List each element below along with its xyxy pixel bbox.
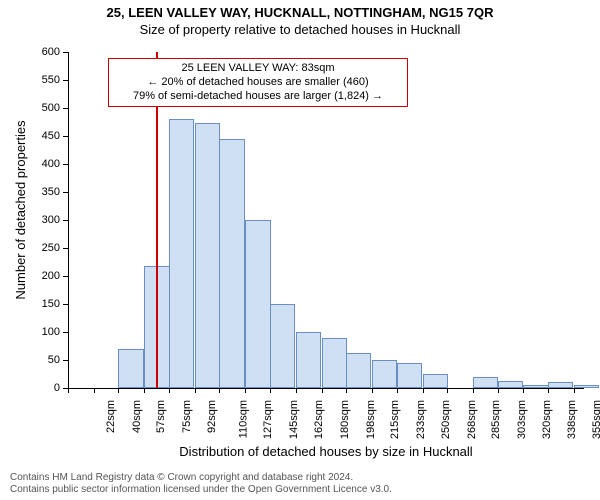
x-tick-label: 57sqm [155, 400, 167, 433]
histogram-bar [574, 385, 599, 388]
chart-title: 25, LEEN VALLEY WAY, HUCKNALL, NOTTINGHA… [0, 0, 600, 21]
x-tick-label: 355sqm [591, 400, 600, 439]
x-tick-label: 268sqm [466, 400, 478, 439]
histogram-bar [296, 332, 321, 388]
x-tick-label: 127sqm [262, 400, 274, 439]
y-tick-label: 250 [30, 242, 60, 254]
y-tick-label: 450 [30, 130, 60, 142]
histogram-bar [270, 304, 295, 388]
x-tick-label: 75sqm [181, 400, 193, 433]
histogram-bar [423, 374, 448, 388]
x-tick-label: 233sqm [415, 400, 427, 439]
chart-footer: Contains HM Land Registry data © Crown c… [0, 472, 392, 496]
histogram-bar [322, 338, 347, 388]
x-tick-label: 285sqm [490, 400, 502, 439]
histogram-bar [219, 139, 244, 388]
x-tick-label: 198sqm [365, 400, 377, 439]
y-axis-title: Number of detached properties [13, 100, 28, 320]
y-tick-label: 200 [30, 270, 60, 282]
x-tick-label: 22sqm [105, 400, 117, 433]
histogram-bar [548, 382, 573, 388]
x-tick-label: 303sqm [516, 400, 528, 439]
footer-line-1: Contains HM Land Registry data © Crown c… [10, 472, 392, 484]
histogram-bar [169, 119, 194, 388]
histogram-bar [118, 349, 143, 388]
histogram-bar [195, 123, 220, 388]
histogram-bar [397, 363, 422, 388]
annotation-box: 25 LEEN VALLEY WAY: 83sqm← 20% of detach… [108, 58, 408, 107]
y-tick-label: 50 [30, 354, 60, 366]
x-tick-label: 162sqm [313, 400, 325, 439]
y-tick-label: 350 [30, 186, 60, 198]
histogram-bar [245, 220, 270, 388]
annotation-line: 79% of semi-detached houses are larger (… [115, 90, 401, 104]
x-tick-label: 40sqm [131, 400, 143, 433]
footer-line-2: Contains public sector information licen… [10, 484, 392, 496]
chart-subtitle: Size of property relative to detached ho… [0, 21, 600, 38]
histogram-bar [372, 360, 397, 388]
x-tick-label: 320sqm [541, 400, 553, 439]
annotation-line: ← 20% of detached houses are smaller (46… [115, 76, 401, 90]
x-tick-label: 145sqm [288, 400, 300, 439]
y-tick-label: 100 [30, 326, 60, 338]
y-tick-label: 600 [30, 46, 60, 58]
chart-area: 05010015020025030035040045050055060022sq… [68, 52, 584, 388]
y-tick-label: 0 [30, 382, 60, 394]
x-tick-label: 110sqm [237, 400, 249, 438]
y-tick-label: 150 [30, 298, 60, 310]
annotation-line: 25 LEEN VALLEY WAY: 83sqm [115, 62, 401, 76]
histogram-bar [346, 353, 371, 388]
y-tick-label: 550 [30, 74, 60, 86]
x-tick-label: 180sqm [339, 400, 351, 439]
histogram-bar [498, 381, 523, 388]
x-tick-label: 92sqm [206, 400, 218, 433]
x-tick-label: 215sqm [389, 400, 401, 439]
histogram-bar [473, 377, 498, 388]
histogram-bar [523, 385, 548, 388]
x-tick-label: 250sqm [440, 400, 452, 439]
y-tick-label: 300 [30, 214, 60, 226]
x-axis-title: Distribution of detached houses by size … [68, 444, 584, 459]
y-tick-label: 400 [30, 158, 60, 170]
x-tick-label: 338sqm [567, 400, 579, 439]
y-tick-label: 500 [30, 102, 60, 114]
